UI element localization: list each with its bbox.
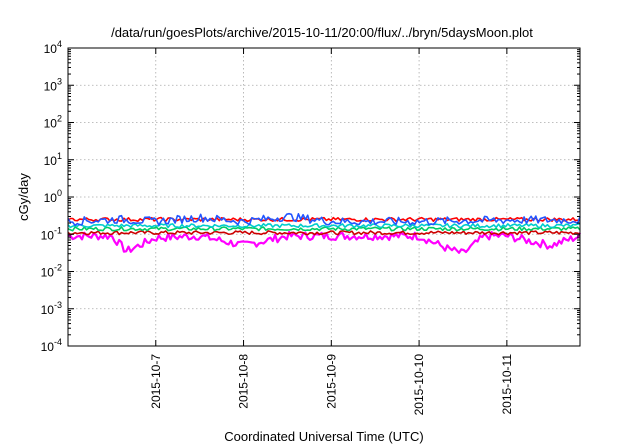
y-tick-exponent: 1 — [57, 151, 62, 161]
y-tick-base: 10 — [44, 79, 58, 93]
y-tick-exponent: -1 — [54, 225, 62, 235]
y-tick-label: 102 — [44, 114, 62, 131]
grid — [68, 48, 580, 346]
series-group — [67, 212, 581, 254]
y-tick-label: 10-3 — [41, 300, 62, 317]
y-tick-exponent: -4 — [54, 337, 62, 347]
x-tick-label: 2015-10-10 — [412, 354, 426, 416]
y-tick-exponent: 3 — [57, 76, 62, 86]
y-tick-label: 10-1 — [41, 225, 62, 242]
y-tick-base: 10 — [44, 191, 58, 205]
y-tick-base: 10 — [41, 266, 55, 280]
y-tick-label: 10-2 — [41, 263, 62, 280]
x-tick-label: 2015-10-11 — [500, 354, 514, 415]
x-axis: 2015-10-7 2015-10-8 2015-10-9 2015-10-10 201… — [149, 48, 514, 415]
y-tick-exponent: -3 — [54, 300, 62, 310]
y-tick-label: 101 — [44, 151, 62, 168]
series-line-4 — [67, 223, 581, 229]
series-line-2 — [67, 230, 581, 236]
y-tick-base: 10 — [44, 154, 58, 168]
series-line-1 — [67, 230, 581, 254]
y-tick-exponent: 2 — [57, 114, 62, 124]
x-axis-label: Coordinated Universal Time (UTC) — [224, 429, 423, 444]
chart-title: /data/run/goesPlots/archive/2015-10-11/2… — [111, 25, 533, 40]
y-tick-base: 10 — [41, 228, 55, 242]
y-tick-label: 10-4 — [41, 337, 62, 354]
series-line-6 — [67, 212, 581, 227]
y-tick-base: 10 — [44, 117, 58, 131]
y-tick-exponent: 4 — [57, 39, 62, 49]
y-tick-exponent: 0 — [57, 188, 62, 198]
y-tick-base: 10 — [41, 303, 55, 317]
y-tick-label: 104 — [44, 39, 62, 56]
y-tick-base: 10 — [41, 340, 55, 354]
y-tick-label: 103 — [44, 76, 62, 93]
y-tick-label: 100 — [44, 188, 62, 205]
y-axis-label: cGy/day — [16, 173, 31, 221]
x-tick-label: 2015-10-8 — [237, 354, 251, 409]
y-tick-exponent: -2 — [54, 263, 62, 273]
series-line-3 — [67, 226, 581, 232]
x-tick-label: 2015-10-9 — [324, 354, 338, 409]
y-tick-base: 10 — [44, 42, 58, 56]
x-tick-label: 2015-10-7 — [149, 354, 163, 409]
